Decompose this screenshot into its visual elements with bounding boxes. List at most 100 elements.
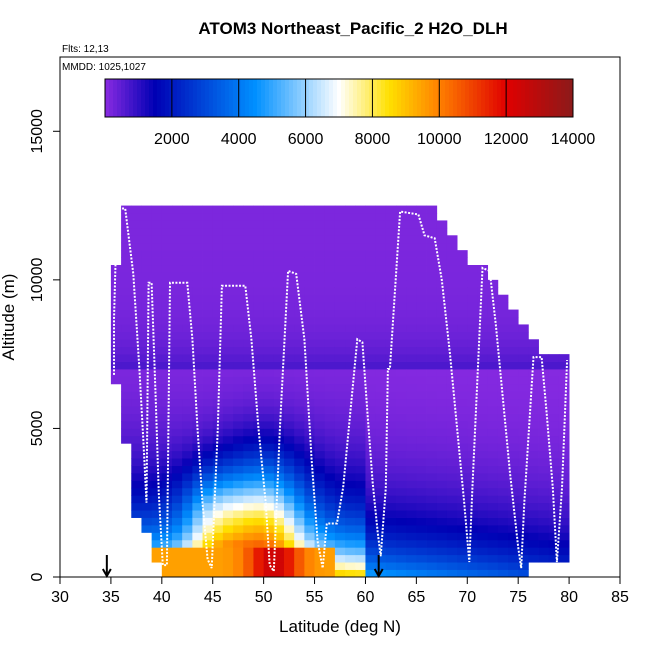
heatmap-cell <box>161 554 173 563</box>
heatmap-cell <box>467 324 478 333</box>
heatmap-cell <box>334 532 346 541</box>
heatmap-cell <box>263 302 275 310</box>
heatmap-cell <box>477 480 489 489</box>
heatmap-cell <box>365 242 377 251</box>
heatmap-cell <box>426 361 438 370</box>
colorbar-segment <box>505 79 510 117</box>
heatmap-cell <box>233 213 244 221</box>
heatmap-cell <box>508 487 519 496</box>
heatmap-cell <box>151 302 163 310</box>
heatmap-cell <box>345 354 356 362</box>
heatmap-cell <box>273 287 285 296</box>
heatmap-cell <box>233 250 244 258</box>
heatmap-cell <box>304 517 315 526</box>
heatmap-cell <box>273 376 285 385</box>
heatmap-cell <box>334 242 346 251</box>
heatmap-cell <box>202 487 214 496</box>
heatmap-cell <box>284 369 295 377</box>
heatmap-cell <box>467 406 478 414</box>
heatmap-cell <box>518 346 529 355</box>
heatmap-cell <box>253 227 265 236</box>
heatmap-cell <box>457 510 468 518</box>
heatmap-cell <box>396 369 407 377</box>
heatmap-cell <box>324 383 336 392</box>
heatmap-cell <box>192 539 203 548</box>
heatmap-cell <box>131 354 142 362</box>
heatmap-cell <box>253 235 265 244</box>
colorbar-segment <box>529 79 534 117</box>
heatmap-cell <box>324 294 336 303</box>
heatmap-cell <box>406 265 417 273</box>
heatmap-cell <box>457 391 468 400</box>
heatmap-cell <box>446 554 458 563</box>
heatmap-cell <box>273 213 285 221</box>
heatmap-cell <box>273 227 285 236</box>
heatmap-cell <box>233 532 244 541</box>
heatmap-cell <box>345 458 356 466</box>
heatmap-cell <box>487 547 499 556</box>
colorbar-segment <box>321 79 326 117</box>
heatmap-cell <box>294 554 305 563</box>
heatmap-cell <box>385 287 397 296</box>
heatmap-cell <box>457 376 468 385</box>
heatmap-cell <box>385 554 397 563</box>
heatmap-cell <box>426 443 438 452</box>
heatmap-cell <box>172 287 183 296</box>
heatmap-cell <box>508 443 519 452</box>
heatmap-cell <box>334 398 346 407</box>
heatmap-cell <box>334 361 346 370</box>
heatmap-cell <box>172 383 183 392</box>
heatmap-cell <box>334 554 346 563</box>
heatmap-cell <box>426 547 438 556</box>
heatmap-cell <box>477 346 489 355</box>
heatmap-cell <box>345 450 356 459</box>
heatmap-cell <box>558 539 570 548</box>
heatmap-cell <box>355 287 366 296</box>
heatmap-cell <box>304 242 315 251</box>
heatmap-cell <box>508 413 519 422</box>
heatmap-cell <box>406 406 417 414</box>
heatmap-cell <box>192 220 203 229</box>
heatmap-cell <box>294 339 305 348</box>
heatmap-cell <box>202 361 214 370</box>
heatmap-cell <box>416 294 427 303</box>
heatmap-cell <box>192 554 203 563</box>
heatmap-cell <box>172 413 183 422</box>
heatmap-cell <box>273 339 285 348</box>
heatmap-cell <box>426 421 438 429</box>
heatmap-cell <box>182 443 193 452</box>
heatmap-cell <box>192 227 203 236</box>
heatmap-cell <box>243 227 254 236</box>
heatmap-cell <box>345 317 356 325</box>
heatmap-cell <box>528 369 539 377</box>
heatmap-cell <box>467 539 478 548</box>
heatmap-cell <box>192 480 203 489</box>
heatmap-cell <box>182 324 193 333</box>
heatmap-cell <box>518 458 529 466</box>
heatmap-cell <box>426 450 438 459</box>
heatmap-cell <box>314 324 326 333</box>
heatmap-cell <box>324 421 336 429</box>
heatmap-cell <box>284 391 295 400</box>
heatmap-cell <box>467 309 478 318</box>
heatmap-cell <box>314 547 326 556</box>
heatmap-cell <box>487 473 499 481</box>
heatmap-cell <box>497 554 509 563</box>
heatmap-cell <box>324 346 336 355</box>
heatmap-cell <box>253 465 265 474</box>
heatmap-cell <box>375 502 387 511</box>
heatmap-cell <box>172 205 183 214</box>
heatmap-cell <box>243 480 254 489</box>
heatmap-cell <box>406 495 417 504</box>
heatmap-cell <box>457 428 468 437</box>
colorbar: 2000 4000 6000 8000 10000 12000 14000 <box>104 78 595 148</box>
x-tick-label: 35 <box>102 589 120 606</box>
heatmap-cell <box>396 383 407 392</box>
colorbar-tick-label: 6000 <box>288 131 324 148</box>
heatmap-cell <box>243 421 254 429</box>
heatmap-cell <box>233 227 244 236</box>
x-axis: 30 35 40 45 50 55 60 65 70 75 80 85 <box>51 577 629 606</box>
heatmap-cell <box>365 250 377 258</box>
heatmap-cell <box>131 465 142 474</box>
